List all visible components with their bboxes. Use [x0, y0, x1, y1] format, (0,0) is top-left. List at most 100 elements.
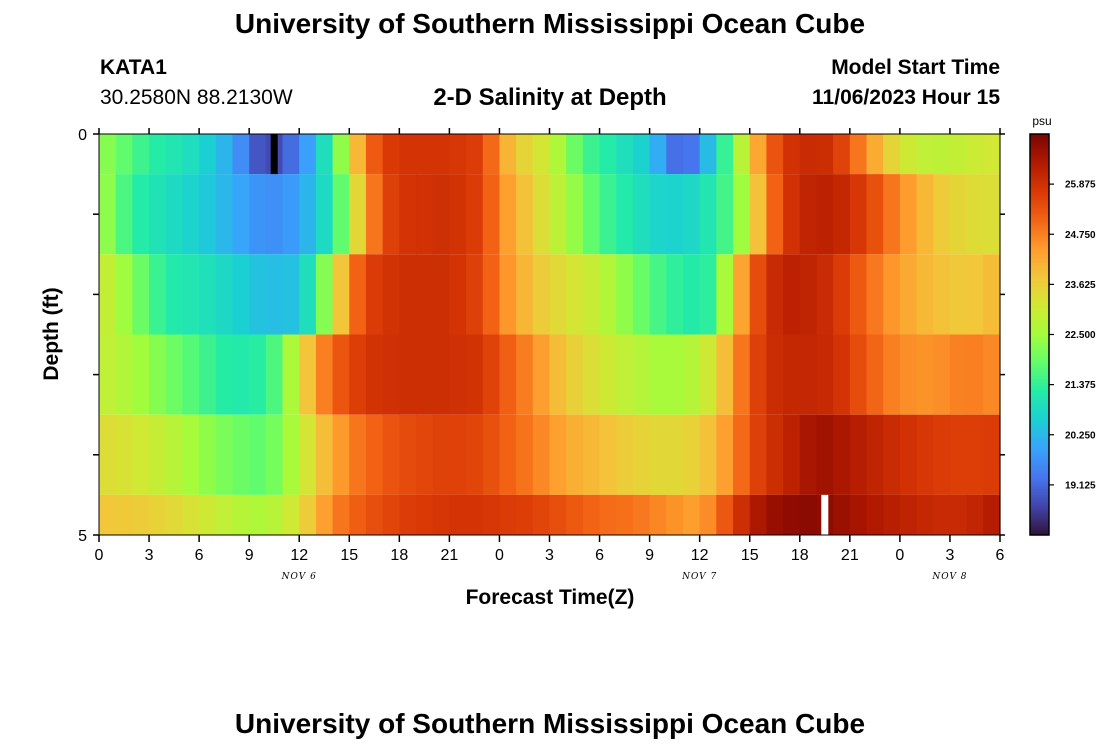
colorbar-tick-label: 19.125 [1065, 480, 1096, 491]
heatmap-cell [616, 334, 634, 415]
heatmap-cell [299, 254, 317, 335]
heatmap-cell [149, 174, 167, 255]
heatmap-cell [899, 494, 918, 535]
heatmap-cell [816, 254, 834, 335]
heatmap-cell [399, 174, 417, 255]
heatmap-cell [365, 134, 384, 175]
heatmap-cell [649, 494, 667, 535]
heatmap-cell [983, 174, 1001, 255]
heatmap-cell [966, 334, 984, 415]
heatmap-cell [716, 134, 734, 175]
heatmap-cell [699, 174, 717, 255]
heatmap-cell [899, 334, 918, 415]
colorbar-gradient [1029, 133, 1050, 536]
heatmap-cell [966, 134, 984, 175]
heatmap-cell [966, 254, 984, 335]
heatmap-cell [566, 174, 584, 255]
colorbar-tick-label: 24.750 [1065, 230, 1096, 241]
heatmap-cell [666, 174, 684, 255]
heatmap-cell [916, 414, 934, 495]
heatmap-cell [382, 414, 400, 495]
heatmap-cell [282, 254, 300, 335]
heatmap-cell [199, 254, 217, 335]
heatmap-cell [966, 174, 984, 255]
heatmap-cell [933, 134, 951, 175]
heatmap-cell [899, 134, 918, 175]
heatmap-cell [983, 134, 1001, 175]
x-tick-label: 3 [945, 547, 954, 564]
heatmap-cell [783, 414, 801, 495]
heatmap-cell [883, 334, 901, 415]
heatmap-cell [666, 334, 684, 415]
heatmap-cell [232, 414, 250, 495]
x-tick-label: 18 [390, 547, 408, 564]
x-tick-label: 21 [440, 547, 458, 564]
heatmap-cell [349, 494, 367, 535]
heatmap-cell [365, 494, 384, 535]
heatmap-cell [449, 494, 467, 535]
heatmap-cell [499, 254, 517, 335]
heatmap-cell [499, 494, 517, 535]
x-tick-label: 9 [645, 547, 654, 564]
heatmap-cell [499, 134, 517, 175]
heatmap-cell [215, 494, 234, 535]
heatmap-cell [966, 494, 984, 535]
heatmap-cell [149, 134, 167, 175]
y-tick-label: 0 [78, 127, 87, 144]
heatmap-cell [749, 494, 768, 535]
heatmap-cell [199, 334, 217, 415]
heatmap-cell [299, 174, 317, 255]
heatmap-cell [382, 254, 400, 335]
heatmap-cell [949, 494, 968, 535]
heatmap-cell [449, 414, 467, 495]
heatmap-cell [99, 334, 117, 415]
heatmap-cell [916, 254, 934, 335]
heatmap-cell [816, 174, 834, 255]
heatmap-cell [182, 174, 200, 255]
heatmap-cell [699, 254, 717, 335]
heatmap-cell [599, 174, 617, 255]
y-axis-label: Depth (ft) [40, 287, 63, 380]
heatmap-cell [149, 254, 167, 335]
heatmap-cell [232, 494, 250, 535]
heatmap-cell [249, 494, 267, 535]
heatmap-cell [482, 414, 501, 495]
heatmap-cell [799, 134, 818, 175]
heatmap-cell [365, 174, 384, 255]
heatmap-cell [783, 174, 801, 255]
heatmap-cell [265, 414, 284, 495]
heatmap-cell [199, 134, 217, 175]
heatmap-cell [532, 334, 551, 415]
heatmap-cell [516, 174, 534, 255]
heatmap-cell [783, 134, 801, 175]
heatmap-cell [165, 414, 184, 495]
heatmap-cell [382, 174, 400, 255]
heatmap-cell [115, 134, 133, 175]
heatmap-cell [933, 494, 951, 535]
heatmap-cell [516, 134, 534, 175]
heatmap-cell [215, 414, 234, 495]
heatmap-cell [866, 414, 884, 495]
heatmap-cell [649, 134, 667, 175]
heatmap-cell [799, 174, 818, 255]
heatmap-cell [432, 254, 450, 335]
heatmap-cell [566, 134, 584, 175]
heatmap-cell [182, 134, 200, 175]
heatmap-cell [632, 494, 651, 535]
heatmap-cell [149, 334, 167, 415]
heatmap-cell [265, 334, 284, 415]
heatmap-cell [432, 174, 450, 255]
x-tick-label: 21 [841, 547, 859, 564]
heatmap-cell [449, 174, 467, 255]
heatmap-cell [315, 414, 334, 495]
heatmap-cell [232, 174, 250, 255]
heatmap-cell [666, 134, 684, 175]
heatmap-cell [365, 414, 384, 495]
heatmap-cell [315, 134, 334, 175]
heatmap-cell [449, 334, 467, 415]
heatmap-cell [416, 134, 434, 175]
heatmap-cell [766, 414, 784, 495]
x-tick-label: 3 [145, 547, 154, 564]
heatmap-cell [365, 334, 384, 415]
